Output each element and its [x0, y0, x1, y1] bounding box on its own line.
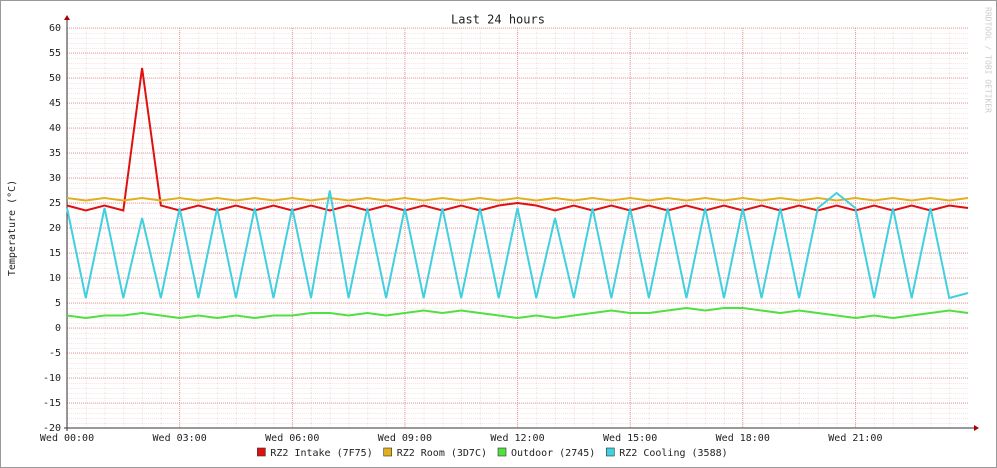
axis-arrow [64, 15, 70, 20]
y-tick-label: 45 [49, 98, 61, 109]
y-tick-label: 30 [49, 173, 61, 184]
legend-swatch [497, 447, 507, 457]
x-tick-label: Wed 00:00 [40, 433, 94, 444]
legend-swatch [383, 447, 393, 457]
y-tick-label: 40 [49, 123, 61, 134]
y-tick-label: 20 [49, 223, 61, 234]
legend-label: RZ2 Cooling (3588) [619, 448, 727, 459]
x-tick-label: Wed 09:00 [378, 433, 432, 444]
y-axis-label: Temperature (°C) [7, 180, 18, 276]
x-tick-label: Wed 21:00 [828, 433, 882, 444]
y-tick-label: -15 [43, 398, 61, 409]
y-tick-label: 35 [49, 148, 61, 159]
series-line [66, 196, 969, 202]
y-tick-label: 55 [49, 48, 61, 59]
series-line [66, 190, 969, 300]
y-tick-label: 10 [49, 273, 61, 284]
y-tick-label: 0 [55, 323, 61, 334]
chart-title: Last 24 hours [451, 13, 545, 27]
y-tick-label: -20 [43, 423, 61, 434]
series-line [66, 306, 969, 320]
legend-label: RZ2 Intake (7F75) [270, 448, 372, 459]
x-tick-label: Wed 12:00 [490, 433, 544, 444]
axis-arrow [974, 425, 979, 431]
y-tick-label: 5 [55, 298, 61, 309]
y-tick-label: 25 [49, 198, 61, 209]
y-tick-label: -10 [43, 373, 61, 384]
y-tick-label: 15 [49, 248, 61, 259]
x-tick-label: Wed 18:00 [716, 433, 770, 444]
y-tick-label: -5 [49, 348, 61, 359]
y-tick-label: 50 [49, 73, 61, 84]
y-tick-label: 60 [49, 23, 61, 34]
legend-label: RZ2 Room (3D7C) [397, 448, 487, 459]
legend-swatch [257, 447, 266, 457]
x-tick-label: Wed 06:00 [265, 433, 319, 444]
x-tick-label: Wed 03:00 [153, 433, 207, 444]
x-tick-label: Wed 15:00 [603, 433, 657, 444]
legend-label: Outdoor (2745) [511, 448, 595, 459]
watermark: RRDTOOL / TOBI OETIKER [984, 7, 993, 113]
legend-swatch [605, 447, 615, 457]
